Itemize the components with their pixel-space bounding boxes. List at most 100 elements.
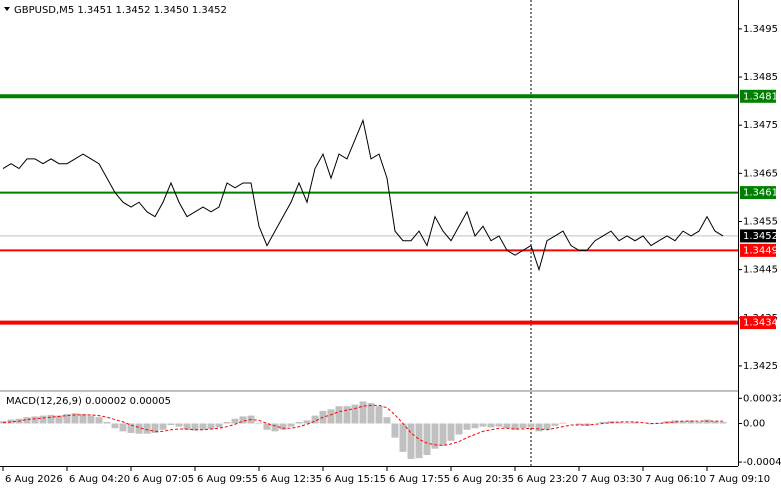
x-tick-label: 6 Aug 17:55: [389, 474, 450, 485]
histogram-bar: [631, 421, 639, 424]
x-tick-label: 6 Aug 15:15: [325, 474, 386, 485]
y-tick-label: 1.3465: [743, 168, 778, 179]
histogram-bar: [487, 423, 495, 428]
histogram-bar: [271, 423, 279, 432]
histogram-bar: [479, 423, 487, 427]
histogram-bar: [535, 423, 543, 432]
y-tick-label: 0.00032: [743, 393, 781, 404]
histogram-bar: [119, 423, 127, 432]
histogram-bar: [503, 423, 511, 429]
histogram-bar: [215, 423, 223, 428]
histogram-bar: [327, 409, 335, 424]
histogram-bar: [79, 414, 87, 424]
histogram-bar: [39, 415, 47, 424]
histogram-bar: [47, 414, 55, 424]
histogram-bar: [287, 423, 295, 427]
histogram-bar: [679, 421, 687, 424]
histogram-bar: [431, 423, 439, 449]
y-tick-label: -0.00049: [743, 457, 781, 468]
histogram-bar: [495, 423, 503, 427]
histogram-bar: [415, 423, 423, 459]
histogram-bar: [223, 421, 231, 424]
signal-line: [2, 404, 723, 447]
histogram-bar: [367, 403, 375, 424]
histogram-bar: [551, 423, 559, 426]
histogram-bar: [455, 423, 463, 435]
histogram-bar: [695, 421, 703, 424]
histogram-bar: [71, 413, 79, 424]
x-tick-label: 6 Aug 09:55: [197, 474, 258, 485]
histogram-bar: [183, 423, 191, 430]
histogram-bar: [687, 420, 695, 424]
histogram-bar: [311, 415, 319, 424]
symbol-menu-icon[interactable]: [4, 7, 10, 11]
histogram-bar: [543, 423, 551, 430]
histogram-bar: [7, 419, 15, 424]
x-tick-label: 6 Aug 07:05: [133, 474, 194, 485]
x-tick-label: 7 Aug 06:10: [645, 474, 706, 485]
histogram-bar: [599, 421, 607, 424]
level-label-box: [740, 316, 776, 330]
histogram-bar: [671, 420, 679, 424]
histogram-bar: [559, 422, 567, 424]
histogram-bar: [527, 423, 535, 428]
histogram-bar: [623, 422, 631, 424]
level-label: 1.3449: [743, 245, 778, 256]
price-line: [2, 118, 724, 272]
histogram-bar: [655, 422, 663, 424]
histogram-bar: [575, 423, 583, 426]
histogram-bar: [191, 423, 199, 431]
histogram-bar: [159, 423, 167, 430]
histogram-bar: [335, 406, 343, 424]
histogram-bar: [391, 423, 399, 438]
histogram-bar: [375, 406, 383, 424]
histogram-bar: [63, 414, 71, 424]
chart-title: GBPUSD,M5 1.3451 1.3452 1.3450 1.3452: [14, 5, 227, 16]
histogram-bar: [407, 423, 415, 459]
level-label-box: [740, 186, 776, 200]
histogram-bar: [103, 421, 111, 424]
histogram-bar: [719, 421, 727, 424]
y-tick-label: 1.3455: [743, 216, 778, 227]
histogram-bar: [167, 423, 175, 426]
histogram-bar: [127, 423, 135, 433]
histogram-bar: [511, 423, 519, 430]
histogram-bar: [447, 423, 455, 441]
histogram-bar: [343, 406, 351, 424]
x-tick-label: 6 Aug 2026: [5, 474, 63, 485]
histogram-bar: [351, 404, 359, 424]
histogram-bar: [207, 423, 215, 429]
histogram-bar: [23, 417, 31, 424]
histogram-bar: [615, 421, 623, 424]
level-label-box: [740, 243, 776, 257]
y-tick-label: 0.00: [743, 418, 765, 429]
histogram-bar: [143, 423, 151, 434]
histogram-bar: [399, 423, 407, 452]
level-label: 1.3434: [743, 318, 778, 329]
histogram-bar: [87, 415, 95, 424]
histogram-bar: [95, 417, 103, 424]
histogram-bar: [231, 418, 239, 424]
histogram-bar: [239, 416, 247, 424]
histogram-bar: [711, 421, 719, 424]
histogram-bar: [383, 417, 391, 424]
histogram-bar: [463, 423, 471, 430]
y-tick-label: 1.3425: [743, 361, 778, 372]
histogram-bar: [439, 423, 447, 446]
x-tick-label: 6 Aug 20:35: [453, 474, 514, 485]
histogram-bar: [295, 421, 303, 424]
level-label: 1.3481: [743, 91, 778, 102]
histogram-bar: [135, 423, 143, 434]
y-tick-label: 1.3485: [743, 72, 778, 83]
x-tick-label: 6 Aug 23:20: [517, 474, 578, 485]
histogram-bar: [55, 415, 63, 424]
histogram-bar: [263, 423, 271, 430]
histogram-bar: [199, 423, 207, 430]
histogram-bar: [111, 423, 119, 429]
histogram-bar: [303, 420, 311, 424]
x-tick-label: 6 Aug 04:20: [69, 474, 130, 485]
histogram-bar: [279, 423, 287, 430]
y-tick-label: 1.3445: [743, 265, 778, 276]
